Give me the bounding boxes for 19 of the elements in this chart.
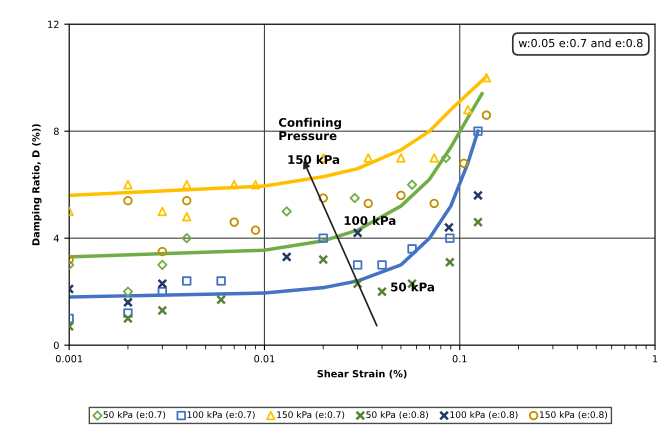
legend-label: 150 kPa (e:0.7) (277, 411, 344, 420)
annotation: Confining Pressure (278, 118, 341, 140)
y-tick-label: 12 (48, 20, 58, 28)
y-axis-title: Damping Ratio, D (%)) (32, 124, 42, 246)
y-tick-label: 0 (54, 342, 59, 349)
x-tick-label: 0.01 (254, 355, 274, 362)
legend-label: 50 kPa (e:0.8) (366, 411, 428, 420)
legend-label: 50 kPa (e:0.7) (104, 411, 166, 420)
y-tick-label: 4 (54, 234, 59, 242)
y-tick-label: 8 (54, 128, 59, 136)
legend-label: 100 kPa (e:0.7) (188, 411, 255, 420)
legend-label: 150 kPa (e:0.8) (540, 411, 608, 420)
x-axis-title: Shear Strain (%) (318, 370, 407, 379)
x-tick-label: 1 (653, 355, 658, 362)
x-tick-label: 0.001 (56, 355, 82, 362)
x-tick-label: 0.1 (452, 355, 467, 362)
annotation: 50 kPa (391, 282, 434, 292)
annotation: w:0.05 e:0.7 and e:0.8 (518, 38, 643, 48)
legend-label: 100 kPa (e:0.8) (450, 411, 518, 420)
